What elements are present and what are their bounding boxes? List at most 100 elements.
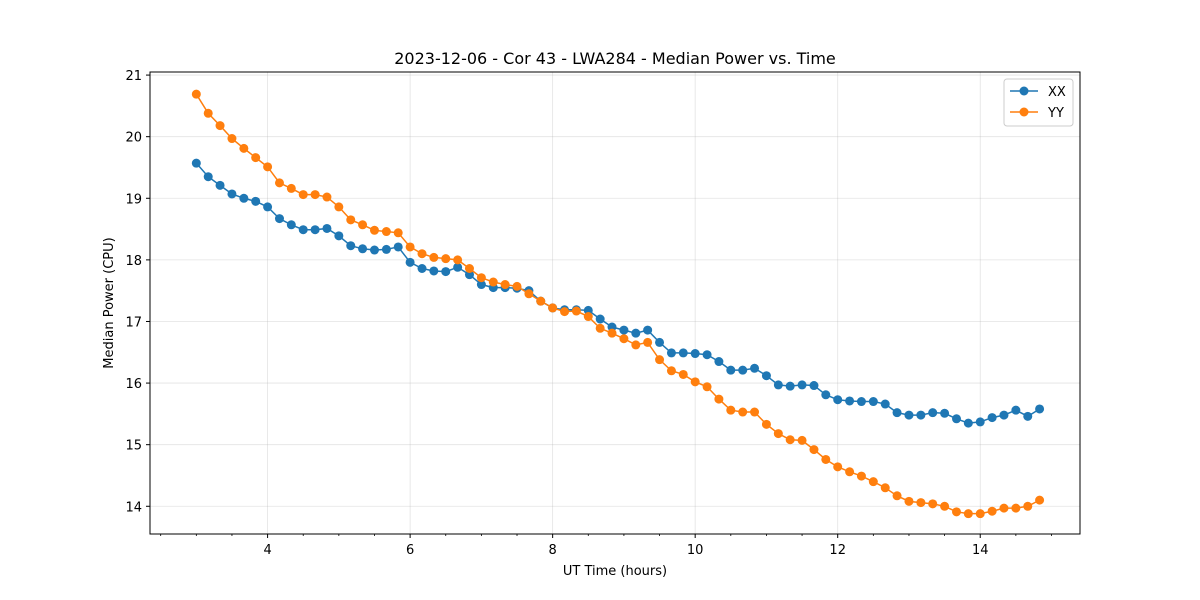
legend-label-yy: YY [1047, 106, 1064, 121]
data-series [191, 89, 1045, 519]
data-point-yy [1023, 501, 1033, 511]
data-point-xx [263, 202, 273, 212]
data-point-xx [1011, 405, 1021, 415]
data-point-yy [251, 153, 261, 163]
data-point-xx [369, 245, 379, 255]
data-point-yy [833, 462, 843, 472]
data-point-xx [358, 244, 368, 254]
data-point-xx [999, 410, 1009, 420]
data-point-xx [417, 264, 427, 273]
data-point-yy [203, 108, 213, 118]
data-point-yy [274, 178, 284, 188]
data-point-xx [916, 410, 926, 420]
data-point-xx [761, 371, 771, 381]
data-point-yy [263, 162, 273, 172]
data-point-xx [975, 417, 985, 427]
data-point-yy [928, 499, 938, 509]
data-point-yy [809, 445, 819, 455]
data-point-xx [334, 231, 344, 241]
data-point-yy [607, 328, 617, 338]
data-point-xx [429, 266, 439, 276]
data-point-yy [239, 143, 249, 153]
data-point-xx [690, 349, 700, 359]
data-point-xx [666, 348, 676, 358]
data-point-yy [369, 225, 379, 235]
data-point-yy [488, 277, 498, 287]
data-point-yy [298, 190, 308, 200]
data-point-xx [619, 325, 629, 335]
data-point-xx [750, 363, 760, 373]
y-tick-label: 21 [125, 69, 142, 84]
data-point-yy [738, 407, 748, 417]
data-point-yy [892, 491, 902, 501]
data-point-yy [476, 273, 486, 283]
data-point-xx [868, 397, 878, 407]
data-point-yy [405, 242, 415, 252]
data-point-xx [227, 189, 237, 199]
data-point-xx [203, 172, 213, 182]
data-point-yy [856, 471, 866, 481]
y-tick-label: 14 [125, 500, 142, 515]
grid [150, 72, 1080, 534]
data-point-yy [286, 183, 296, 193]
data-point-yy [500, 280, 510, 290]
data-point-xx [940, 408, 950, 418]
data-point-yy [702, 382, 712, 392]
data-point-yy [381, 227, 391, 237]
axis-ticks: 4 6 8 10 12 14 14 15 16 17 18 19 20 21 [125, 69, 1052, 558]
x-tick-label: 6 [406, 543, 414, 558]
data-point-yy [940, 501, 950, 511]
data-point-xx [856, 397, 866, 407]
data-point-xx [239, 193, 249, 203]
data-point-xx [738, 365, 748, 375]
data-point-xx [678, 348, 688, 358]
y-tick-label: 17 [125, 315, 142, 330]
data-point-xx [441, 267, 451, 277]
data-point-xx [952, 414, 961, 424]
data-point-yy [963, 509, 973, 519]
data-point-xx [845, 396, 855, 406]
data-point-xx [322, 223, 332, 233]
data-point-xx [191, 158, 201, 168]
data-point-yy [571, 306, 581, 316]
data-point-xx [655, 337, 665, 347]
data-point-xx [405, 257, 415, 267]
legend-marker-yy [1019, 107, 1029, 117]
data-point-yy [583, 312, 593, 322]
data-point-yy [975, 509, 985, 519]
data-point-xx [607, 322, 617, 332]
data-point-xx [785, 381, 795, 391]
x-tick-label: 10 [687, 543, 704, 558]
data-point-yy [310, 190, 320, 200]
data-point-yy [595, 323, 605, 333]
data-point-xx [215, 180, 225, 190]
data-point-yy [512, 281, 522, 291]
data-point-yy [1035, 495, 1045, 505]
x-tick-label: 12 [829, 543, 846, 558]
data-point-xx [595, 314, 605, 324]
data-point-xx [726, 365, 736, 375]
x-tick-label: 14 [972, 543, 989, 558]
data-point-yy [999, 503, 1009, 513]
data-point-xx [797, 380, 807, 390]
data-point-yy [880, 483, 890, 493]
data-point-xx [892, 408, 902, 418]
data-point-yy [678, 369, 688, 379]
y-tick-label: 19 [125, 192, 142, 207]
data-point-yy [773, 429, 783, 439]
data-point-xx [298, 225, 308, 235]
data-point-yy [750, 407, 760, 417]
data-point-xx [643, 325, 653, 335]
data-point-xx [714, 357, 724, 367]
data-point-yy [560, 307, 570, 317]
data-point-yy [868, 477, 878, 487]
data-point-yy [785, 435, 795, 445]
data-point-yy [536, 296, 546, 306]
data-point-xx [286, 220, 296, 230]
data-point-yy [346, 215, 356, 225]
data-point-xx [904, 410, 914, 420]
data-point-yy [643, 337, 653, 347]
data-point-xx [393, 242, 403, 252]
data-point-yy [393, 228, 403, 238]
